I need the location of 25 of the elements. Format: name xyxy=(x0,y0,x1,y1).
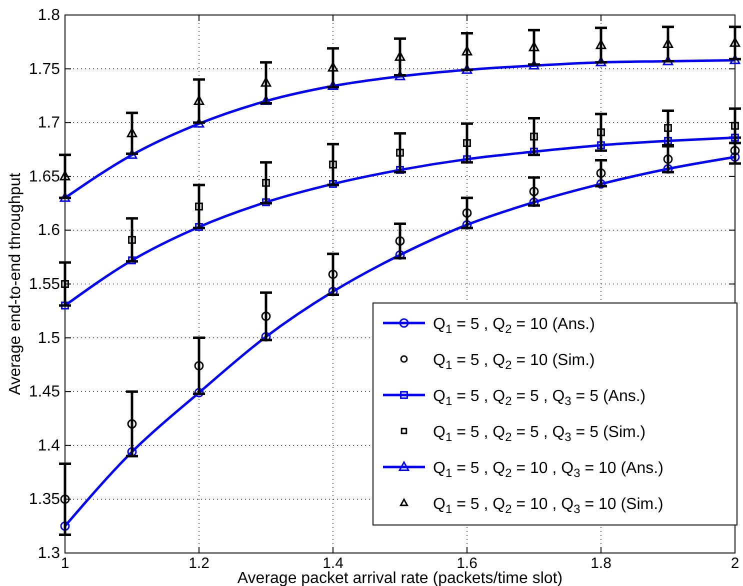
y-axis-title: Average end-to-end throughput xyxy=(7,172,24,396)
legend-label: Q$_{1}$ = 5 , Q$_{2}$ = 5 , Q$_{3}$ = 5 (Ans.) xyxy=(433,388,646,408)
y-tick-label: 1.35 xyxy=(28,491,60,508)
y-tick-label: 1.75 xyxy=(28,60,60,78)
y-tick-label: 1.3 xyxy=(38,545,60,562)
x-tick-label: 2 xyxy=(730,555,740,572)
y-tick-label: 1.55 xyxy=(28,276,60,293)
x-axis-title: Average packet arrival rate (packets/time slot) xyxy=(237,570,563,586)
x-tick-label: 1.2 xyxy=(188,555,210,572)
legend-label: Q$_{1}$ = 5 , Q$_{2}$ = 10 (Sim.) xyxy=(433,352,595,372)
y-tick-label: 1.4 xyxy=(38,437,60,454)
x-tick-label: 1.8 xyxy=(590,555,612,572)
legend-label: Q$_{1}$ = 5 , Q$_{2}$ = 5 , Q$_{3}$ = 5 (Sim.) xyxy=(433,424,646,444)
legend-label: Q$_{1}$ = 5 , Q$_{2}$ = 10 , Q$_{3}$ = 10 (Ans.) xyxy=(433,460,664,480)
legend-label: Q$_{1}$ = 5 , Q$_{2}$ = 10 , Q$_{3}$ = 10 (Sim.) xyxy=(433,496,664,516)
legend-label: Q$_{1}$ = 5 , Q$_{2}$ = 10 (Ans.) xyxy=(433,316,595,336)
y-tick-label: 1.7 xyxy=(38,114,60,132)
y-tick-label: 1.65 xyxy=(28,168,60,186)
y-tick-label: 1.6 xyxy=(38,222,60,240)
x-tick-label: 1 xyxy=(60,555,70,572)
x-tick-label: 1.6 xyxy=(456,555,478,572)
y-tick-label: 1.5 xyxy=(38,330,60,347)
x-tick-label: 1.4 xyxy=(322,555,344,572)
y-tick-label: 1.8 xyxy=(38,7,60,24)
y-tick-label: 1.45 xyxy=(28,384,60,401)
